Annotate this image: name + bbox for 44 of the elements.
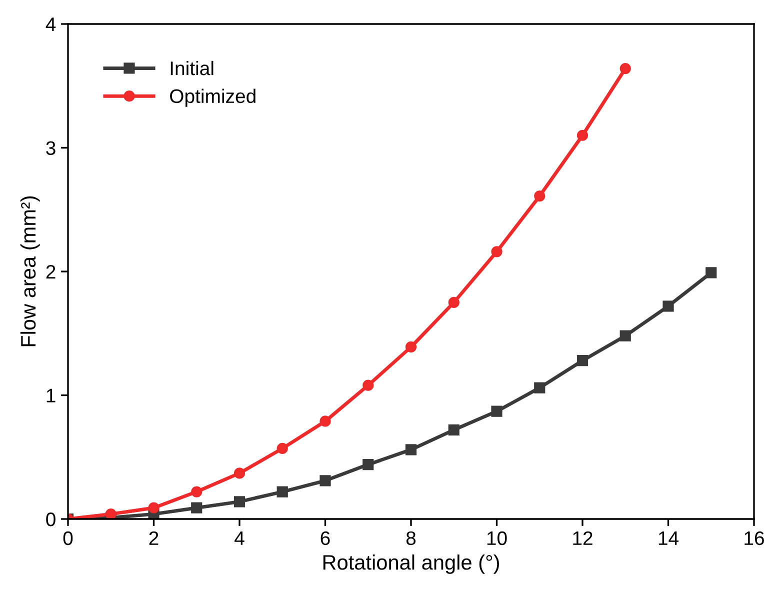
point [362, 458, 374, 470]
point [576, 355, 588, 366]
y-tick-label: 1 [46, 388, 56, 402]
point [534, 190, 546, 202]
point [405, 341, 417, 353]
x-tick-label: 12 [573, 531, 592, 545]
point [191, 502, 202, 514]
x-tick-label: 4 [234, 532, 244, 545]
legend-label: Optimized [170, 88, 256, 107]
x-tick-label: 2 [149, 531, 158, 545]
point [234, 496, 246, 508]
y-tick-label: 3 [46, 141, 56, 155]
y-axis-title: Flow area (mm²) [20, 196, 40, 346]
point [276, 486, 288, 498]
x-tick-label: 6 [320, 531, 330, 546]
point [491, 246, 502, 258]
x-tick-label: 10 [487, 531, 507, 546]
point [320, 416, 331, 427]
y-tick-label: 4 [46, 18, 56, 32]
point [448, 424, 460, 436]
point [448, 296, 460, 308]
point [662, 300, 674, 312]
x-tick-label: 14 [658, 532, 678, 545]
x-tick-label: 16 [744, 531, 764, 546]
point [534, 382, 546, 394]
point [620, 62, 631, 74]
point [491, 406, 502, 417]
point [405, 444, 417, 456]
x-tick-label: 0 [63, 531, 73, 546]
point [191, 486, 202, 498]
point [706, 267, 717, 278]
x-tick-label: 8 [406, 531, 416, 546]
point [362, 380, 374, 391]
point [276, 442, 288, 454]
x-axis-title: Rotational angle (°) [323, 554, 499, 574]
point [148, 502, 160, 514]
y-tick-label: 2 [46, 264, 56, 279]
point [234, 468, 246, 479]
legend-label: Initial [170, 60, 214, 76]
point [576, 130, 588, 141]
point [105, 508, 116, 519]
y-tick-label: 0 [46, 512, 56, 526]
point [620, 330, 631, 342]
point [320, 475, 331, 486]
